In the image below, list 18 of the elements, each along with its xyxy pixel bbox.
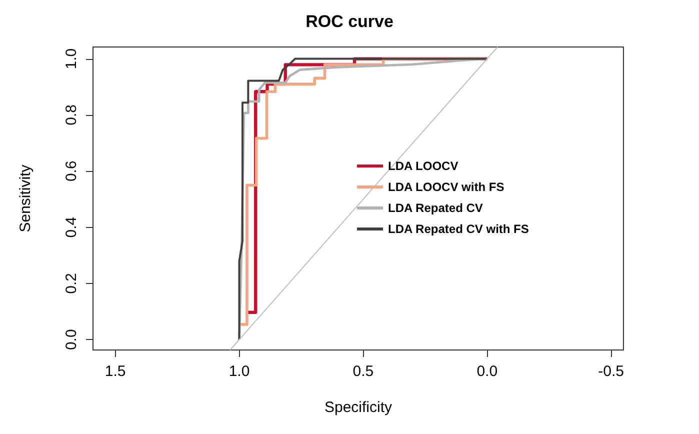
x-tick-label: 1.5	[104, 363, 126, 380]
x-tick-label: 0.5	[352, 363, 374, 380]
y-tick-label: 0.8	[63, 104, 80, 126]
y-tick-label: 0.6	[63, 160, 80, 182]
legend-label: LDA Repated CV	[388, 201, 483, 215]
y-axis-title: Sensitivity	[17, 164, 34, 232]
x-tick-label: 1.0	[228, 363, 250, 380]
legend-label: LDA LOOCV with FS	[388, 180, 504, 194]
x-tick-label: -0.5	[598, 363, 624, 380]
x-axis-title: Specificity	[324, 399, 392, 416]
chart-title: ROC curve	[306, 12, 394, 31]
y-tick-label: 0.2	[63, 273, 80, 294]
x-tick-label: 0.0	[476, 363, 498, 380]
legend-label: LDA LOOCV	[388, 159, 458, 173]
legend-label: LDA Repated CV with FS	[388, 222, 529, 236]
y-tick-label: 0.4	[63, 216, 80, 238]
y-tick-label: 1.0	[63, 48, 80, 70]
y-tick-label: 0.0	[63, 329, 80, 350]
